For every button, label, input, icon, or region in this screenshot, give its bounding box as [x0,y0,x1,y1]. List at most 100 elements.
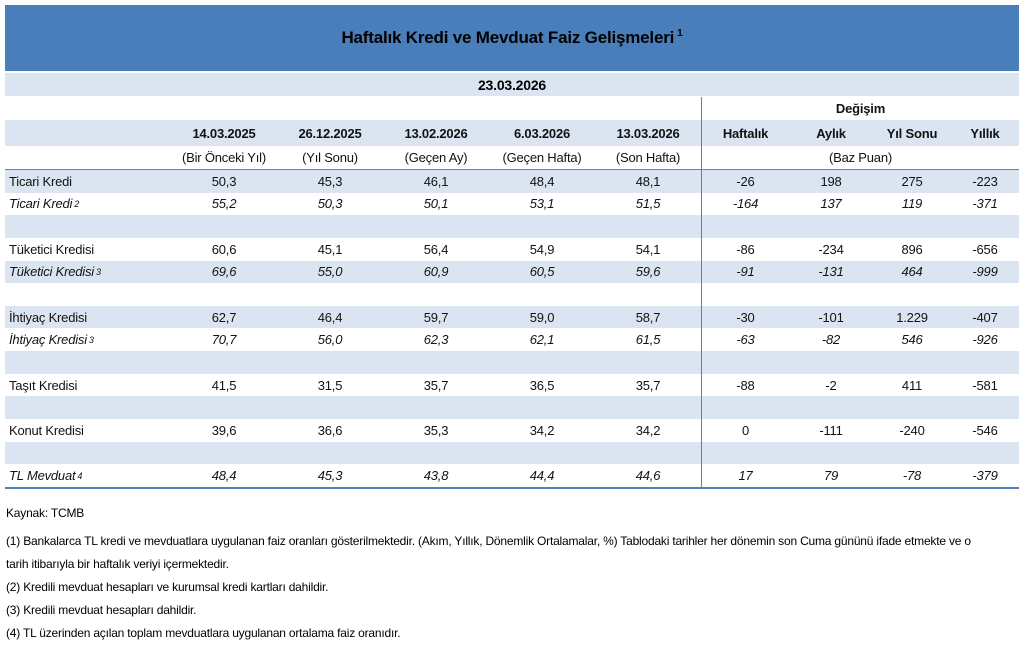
rate-value: 53,1 [529,196,555,212]
table-row: Tüketici Kredisi 3 69,6 55,0 60,9 60,5 59,6 -91… [5,260,1019,284]
rate-value: 31,5 [317,377,343,393]
rate-value: 50,3 [211,173,237,189]
column-header-row: 14.03.2025 26.12.2025 13.02.2026 6.03.20… [5,120,1019,146]
rate-value [595,283,701,306]
change-value: -82 [821,332,841,348]
row-label: TL Mevduat 4 [9,468,83,484]
rate-value [489,215,595,238]
row-label: Tüketici Kredisi [9,241,94,257]
change-value [789,351,873,374]
change-value: -371 [972,196,998,212]
change-value [701,215,789,238]
rate-value [489,396,595,419]
date-column-subheader: (Bir Önceki Yıl) [182,150,266,165]
rate-value: 36,5 [529,377,555,393]
change-value [873,351,951,374]
rate-value: 34,2 [635,422,661,438]
footnote-4: (4) TL üzerinden açılan toplam mevduatla… [6,625,401,640]
rate-value [595,442,701,465]
change-value: -26 [701,170,789,193]
change-value: -240 [899,422,925,438]
table-row: İhtiyaç Kredisi 62,7 46,4 59,7 59,0 58,7 -30 -1… [5,305,1019,329]
rate-value: 39,6 [211,422,237,438]
rate-value: 55,0 [317,264,343,280]
rate-value [171,351,277,374]
change-value: -63 [701,328,789,352]
change-value: -91 [701,260,789,284]
change-value: 79 [823,468,839,484]
title-footnote-ref: 1 [677,28,683,40]
rate-value: 54,9 [529,241,555,257]
change-value: -379 [972,468,998,484]
report-title-bar: Haftalık Kredi ve Mevduat Faiz Gelişmele… [5,5,1019,71]
row-label [5,442,171,465]
change-value: 198 [820,173,842,189]
change-value: 411 [901,377,923,393]
change-value: -78 [902,468,922,484]
rate-value: 46,1 [423,173,449,189]
change-value [789,442,873,465]
change-value [789,215,873,238]
page-title: Haftalık Kredi ve Mevduat Faiz Gelişmele… [341,28,682,48]
table-row: Konut Kredisi 39,6 36,6 35,3 34,2 34,2 0 -111 -2… [5,419,1019,442]
change-value [951,215,1019,238]
change-value [951,396,1019,419]
rate-value: 50,3 [317,196,343,212]
change-value: -999 [972,264,998,280]
rate-value: 44,6 [635,468,661,484]
table-spacer-row [5,283,1019,306]
change-column-header: Haftalık [701,120,789,146]
rate-value [171,215,277,238]
rate-value [383,283,489,306]
column-subheader-row: (Bir Önceki Yıl) (Yıl Sonu) (Geçen Ay) (… [5,146,1019,169]
table-spacer-row [5,215,1019,238]
rate-value [383,215,489,238]
change-value [951,351,1019,374]
table-spacer-row [5,396,1019,420]
rate-value [489,351,595,374]
rates-table: Değişim 14.03.2025 26.12.2025 13.02.2026… [5,97,1019,489]
rate-value [171,442,277,465]
change-value [789,283,873,306]
date-column-header: 14.03.2025 [192,125,256,141]
date-column-header: 26.12.2025 [298,125,362,141]
change-value: 17 [701,464,789,487]
rate-value: 35,7 [423,377,449,393]
rate-value: 43,8 [423,468,449,484]
change-group-header: Değişim [701,97,1019,120]
change-value: -111 [819,422,843,438]
date-column-subheader: (Yıl Sonu) [302,150,358,165]
row-label [5,396,171,419]
change-value: -131 [818,264,844,280]
rate-value: 36,6 [317,422,343,438]
change-value [701,396,789,420]
row-label: İhtiyaç Kredisi [9,309,87,325]
change-value: -223 [972,173,998,189]
rate-value: 60,6 [211,241,237,257]
rate-value: 51,5 [635,196,661,212]
date-column-header: 13.03.2026 [616,125,680,141]
rate-value [383,442,489,465]
change-value [951,442,1019,465]
rate-value: 45,3 [317,173,343,189]
date-column-header: 6.03.2026 [513,125,571,141]
table-row: Taşıt Kredisi 41,5 31,5 35,7 36,5 35,7 -88 -2 41… [5,373,1019,397]
table-body: Ticari Kredi 50,3 45,3 46,1 48,4 48,1 -26 198 27… [5,169,1019,489]
change-value: 464 [901,264,923,280]
row-label-header [5,120,171,146]
rate-value: 69,6 [211,264,237,280]
change-value: -407 [972,309,998,325]
change-value: -546 [972,422,998,438]
rate-value: 59,7 [423,309,449,325]
change-value: 896 [901,241,923,257]
rate-value: 45,3 [317,468,343,484]
rate-value [489,442,595,465]
change-value [873,396,951,419]
rate-value: 61,5 [635,332,661,348]
footnote-ref: 4 [77,470,83,481]
row-label: Tüketici Kredisi 3 [9,264,101,280]
rate-value [277,442,383,465]
table-row: İhtiyaç Kredisi 3 70,7 56,0 62,3 62,1 61,5 -63 -… [5,328,1019,352]
rate-value: 46,4 [317,309,343,325]
rate-value: 56,0 [317,332,343,348]
